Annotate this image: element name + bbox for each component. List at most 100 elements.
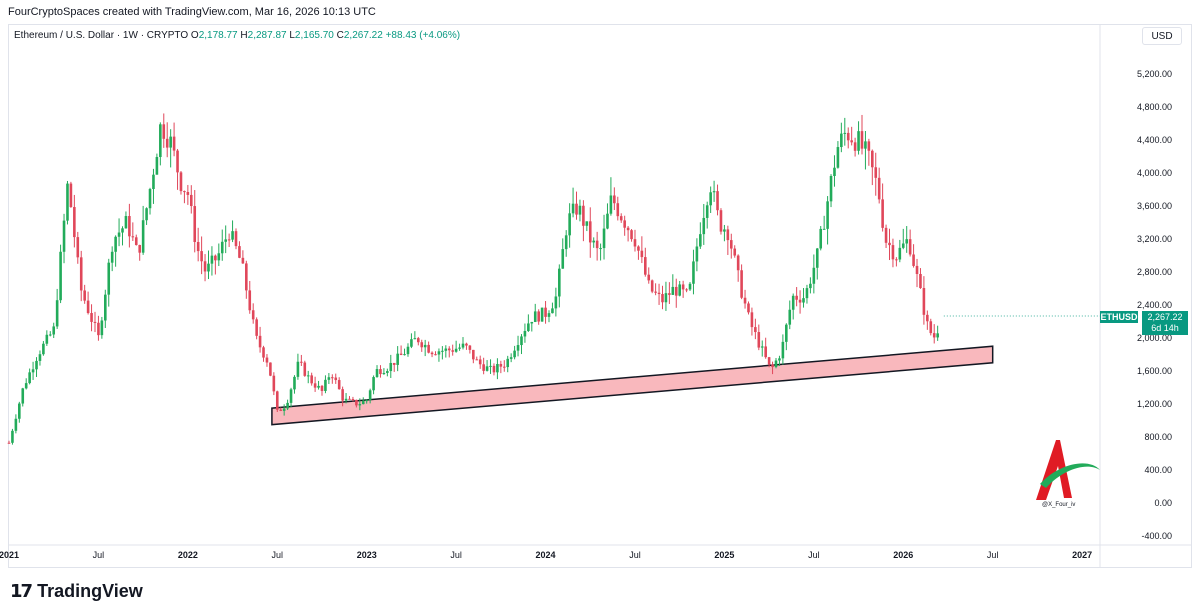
candle-body [251, 310, 255, 320]
symbol-name[interactable]: Ethereum / U.S. Dollar · 1W · CRYPTO [14, 30, 189, 41]
candle-body [327, 377, 331, 380]
candle-body [141, 220, 145, 253]
y-tick-label: 0.00 [1154, 498, 1172, 508]
candle-body [785, 324, 788, 342]
candle-body [238, 246, 241, 258]
candle-body [310, 375, 313, 384]
candle-body [619, 216, 623, 221]
candle-body [877, 177, 881, 200]
candle-body [613, 195, 616, 204]
candle-body [220, 241, 224, 254]
candle-body [413, 338, 417, 340]
candle-body [447, 348, 451, 351]
candle-body [932, 333, 936, 338]
candle-body [183, 191, 186, 193]
candle-body [822, 228, 826, 230]
candle-body [66, 183, 69, 221]
candle-body [644, 257, 647, 275]
candle-body [833, 167, 836, 176]
x-tick-label: Jul [450, 550, 462, 560]
candle-body [901, 243, 905, 248]
watermark-logo-icon [1036, 440, 1100, 500]
candle-body [688, 283, 692, 290]
candle-body [255, 319, 258, 336]
candle-body [506, 358, 510, 368]
candle-body [492, 365, 496, 373]
candle-body [14, 418, 18, 431]
candle-body [38, 354, 42, 361]
candle-body [248, 290, 252, 311]
candle-body [530, 321, 534, 324]
candle-body [416, 338, 420, 343]
candle-body [692, 261, 695, 284]
candle-body [736, 255, 740, 271]
candle-body [379, 369, 382, 375]
candle-body [289, 389, 293, 403]
x-tick-label: 2024 [536, 550, 556, 560]
candle-body [815, 248, 819, 268]
candle-body [410, 339, 413, 347]
candle-body [331, 377, 334, 379]
tradingview-logo[interactable]: 𝟭𝟳 TradingView [10, 581, 143, 602]
candle-body [155, 157, 159, 175]
low-value: 2,165.70 [294, 30, 334, 41]
candle-body [145, 208, 148, 221]
candle-body [372, 377, 375, 391]
candle-body [59, 251, 62, 301]
candle-body [551, 308, 554, 314]
candle-body [895, 259, 898, 261]
candle-body [131, 236, 135, 238]
candle-body [210, 255, 214, 264]
candle-body [936, 333, 939, 338]
candle-body [743, 297, 747, 304]
candle-body [52, 326, 56, 335]
candle-body [303, 362, 307, 376]
candle-body [626, 227, 630, 231]
currency-button[interactable]: USD [1142, 27, 1182, 45]
candle-body [461, 343, 465, 348]
symbol-info: Ethereum / U.S. Dollar · 1W · CRYPTO O2,… [14, 30, 460, 41]
candle-body [344, 398, 348, 401]
candle-body [86, 300, 90, 314]
candle-body [702, 217, 706, 235]
candle-body [475, 359, 479, 361]
candle-body [740, 270, 743, 298]
candle-body [840, 133, 843, 148]
y-tick-label: -400.00 [1141, 531, 1172, 541]
close-label: C [336, 30, 344, 41]
candle-body [403, 354, 406, 356]
candle-body [152, 174, 155, 190]
candle-body [699, 234, 702, 247]
candle-body [107, 262, 111, 295]
candle-body [650, 280, 654, 292]
candle-body [616, 203, 620, 217]
candle-body [905, 239, 909, 244]
candle-body [554, 296, 558, 309]
y-tick-label: 2,000.00 [1137, 333, 1172, 343]
candle-body [300, 361, 303, 363]
watermark-logo-swoosh [1040, 463, 1100, 488]
candle-body [124, 216, 128, 229]
candle-body [891, 245, 895, 260]
tradingview-icon: 𝟭𝟳 [10, 581, 33, 601]
candle-body [609, 195, 613, 214]
candle-body [781, 341, 785, 359]
candle-body [674, 286, 678, 296]
candle-body [444, 348, 448, 351]
x-tick-label: Jul [987, 550, 999, 560]
candle-body [93, 321, 97, 323]
candle-body [485, 366, 489, 371]
candle-body [351, 399, 355, 401]
candle-body [606, 213, 609, 229]
candle-body [348, 398, 351, 400]
candle-body [853, 142, 857, 151]
candle-body [843, 132, 847, 134]
candle-body [28, 372, 31, 384]
candle-body [516, 345, 520, 351]
candle-body [502, 366, 506, 368]
candle-body [915, 265, 919, 274]
candle-body [791, 295, 795, 310]
candle-body [788, 309, 792, 325]
candle-body [104, 294, 107, 321]
